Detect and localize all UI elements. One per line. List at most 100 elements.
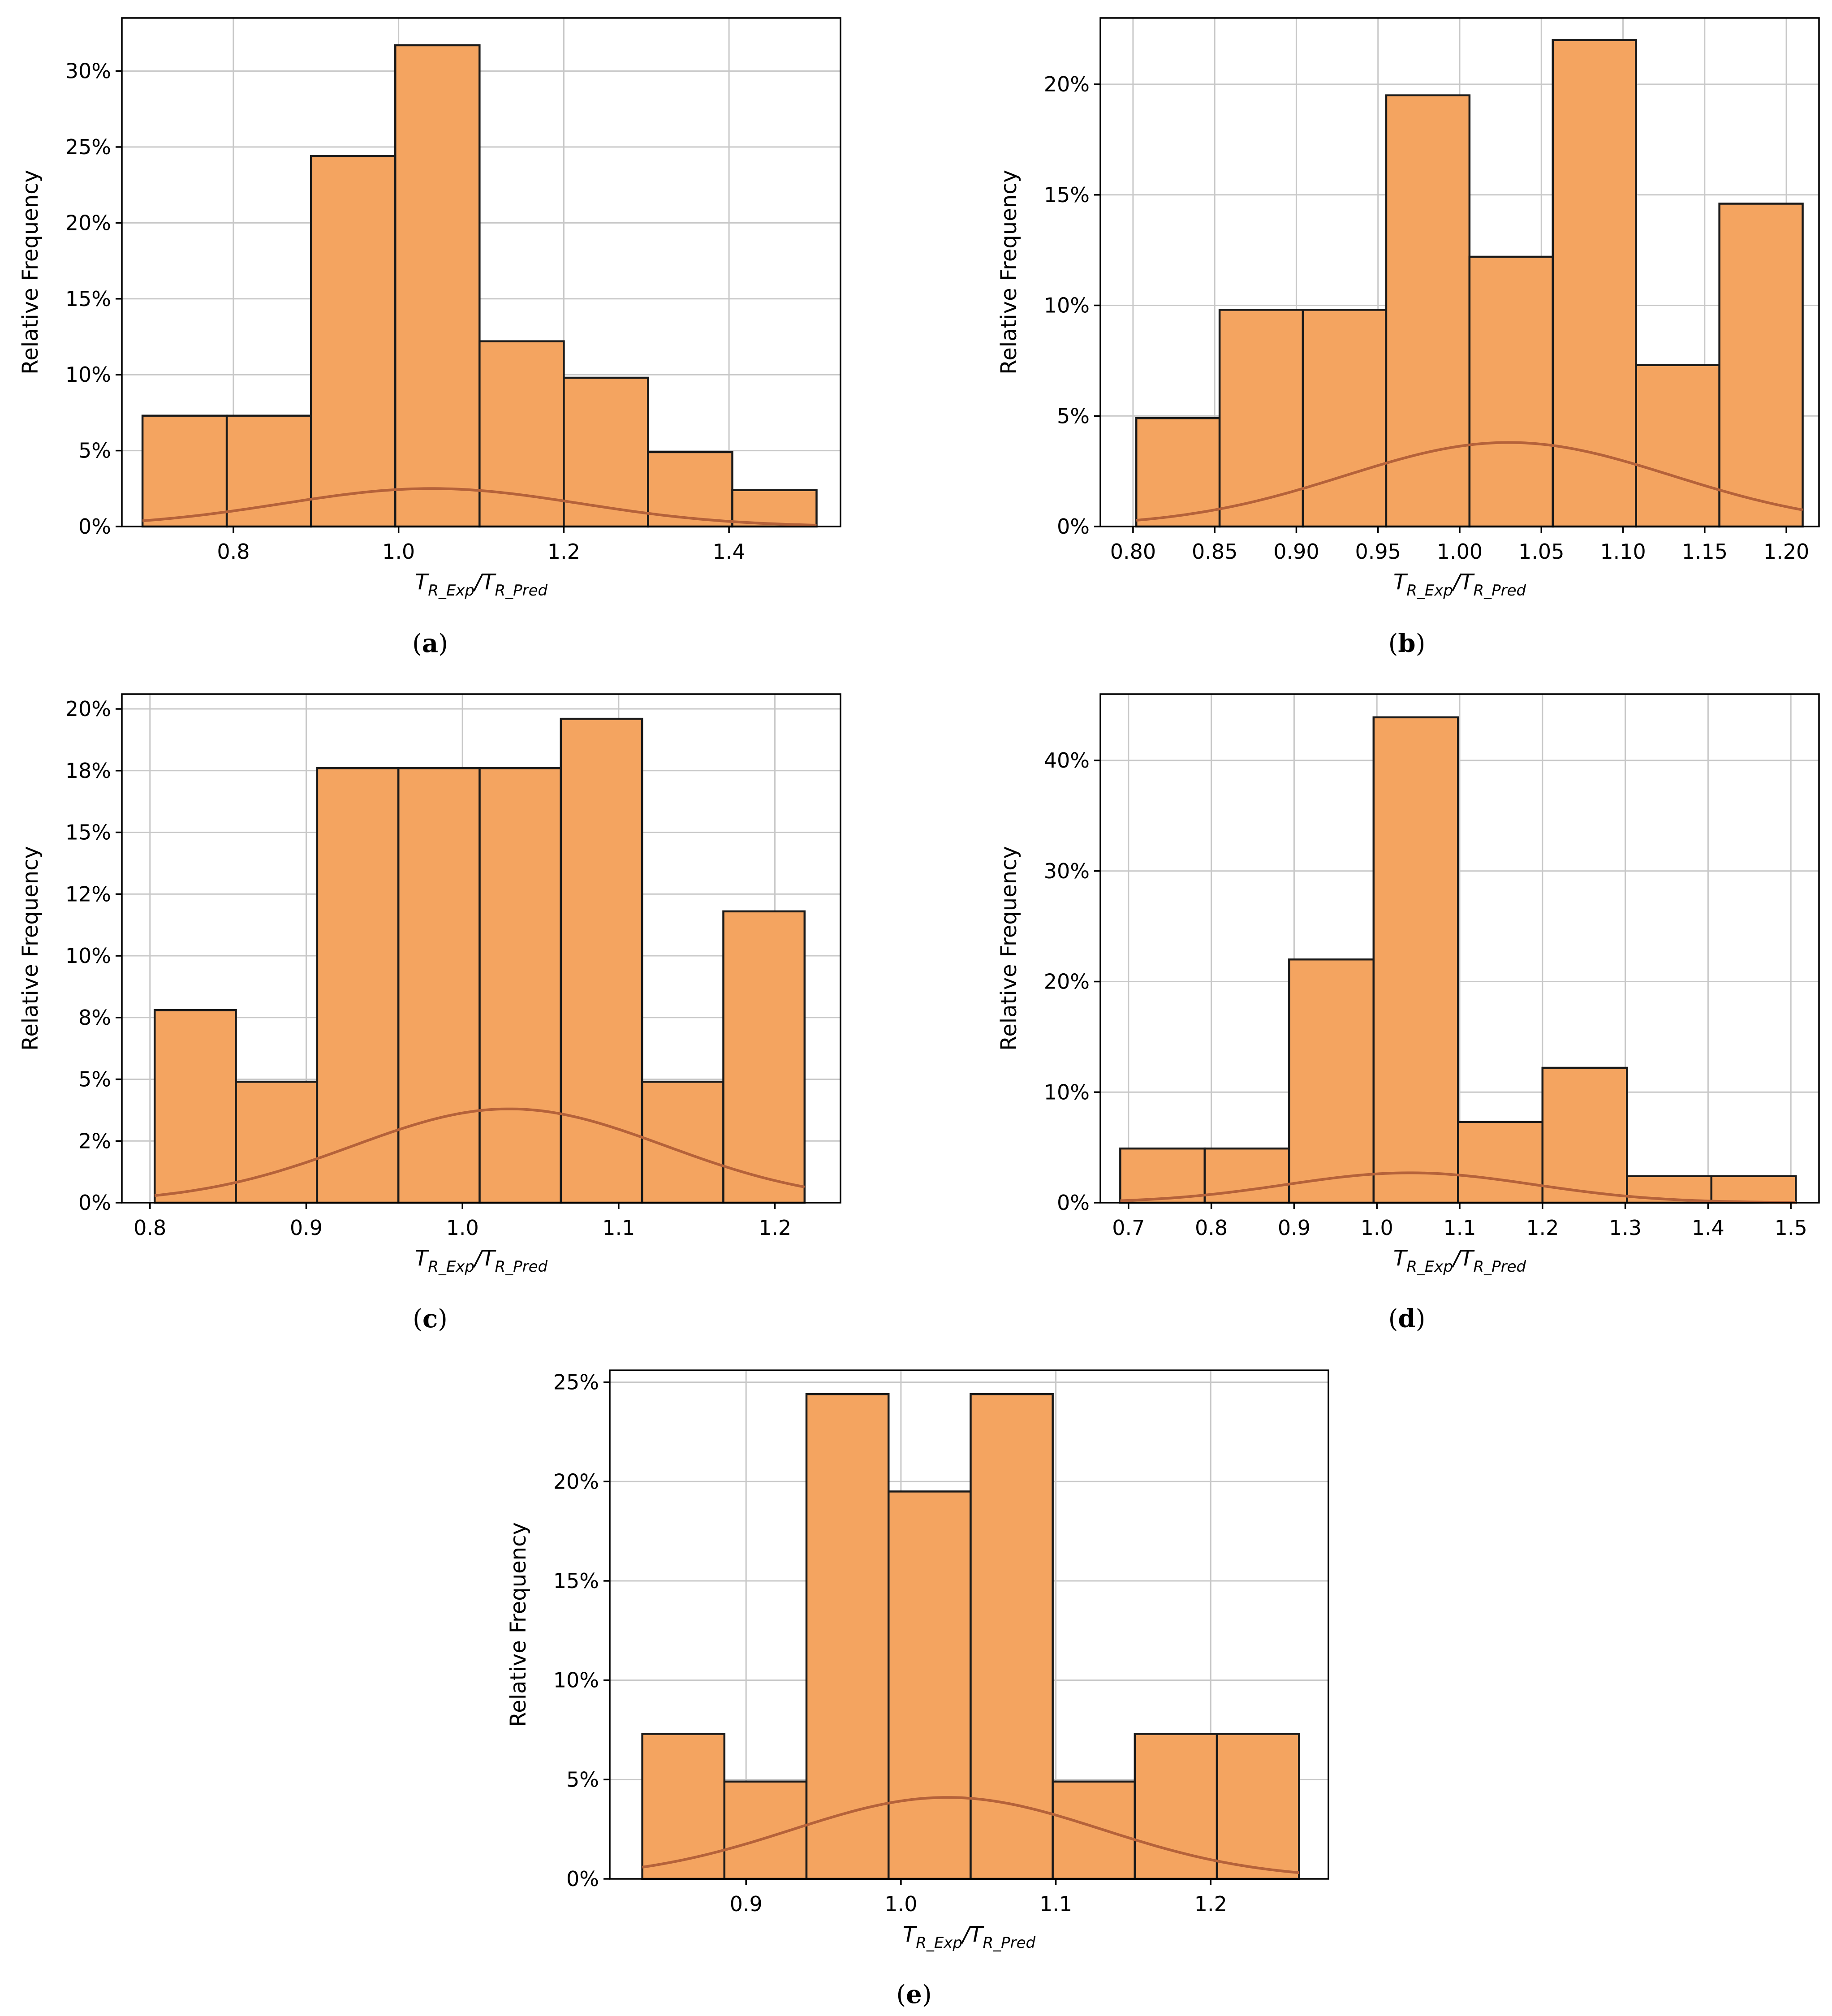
kde-curve xyxy=(1120,1171,1796,1204)
histogram-bar xyxy=(1718,203,1804,528)
x-tick-label: 1.2 xyxy=(1194,1892,1227,1916)
histogram-bar xyxy=(1302,309,1388,528)
chart-panel-d: 0.7 0.8 0.9 1.0 1.1 1.2 1.3 1.4 1.5 0% 10% 20% 30% 40… xyxy=(996,693,1820,1334)
histogram-bar xyxy=(316,767,400,1204)
histogram-bar xyxy=(1635,364,1720,528)
y-tick-label: 18% xyxy=(65,759,111,783)
y-tick-label: 5% xyxy=(1057,404,1090,428)
chart-panel-b: 0.80 0.85 0.90 0.95 1.00 1.05 1.10 1.15 1.20 0% 5%… xyxy=(996,17,1820,658)
x-label-subscript: R_Pred xyxy=(983,1934,1036,1952)
x-tick-label: 0.8 xyxy=(1195,1216,1228,1240)
chart-panel-a: 0.8 1.0 1.2 1.4 0% 5% 10% 15% 20% 25% 30% Relative … xyxy=(18,17,841,658)
caption-letter: e xyxy=(906,1980,922,2009)
y-tick-label: 20% xyxy=(553,1469,599,1494)
x-label-part: T xyxy=(415,570,430,595)
x-tick-label: 0.9 xyxy=(730,1892,763,1916)
y-axis-label: Relative Frequency xyxy=(996,170,1022,375)
x-label-subscript: R_Pred xyxy=(495,582,548,600)
x-tick-label: 1.20 xyxy=(1763,540,1809,564)
y-tick-label: 15% xyxy=(553,1569,599,1593)
x-label-subscript: R_Pred xyxy=(1474,1258,1526,1276)
y-tick-label: 0% xyxy=(1057,514,1090,539)
histogram-bar xyxy=(1468,255,1554,528)
x-tick-label: 1.2 xyxy=(759,1216,791,1240)
y-tick-label: 10% xyxy=(65,944,111,968)
x-tick-label: 0.90 xyxy=(1273,540,1319,564)
x-axis-label: TR_Exp/TR_Pred xyxy=(415,570,548,600)
x-label-subscript: R_Exp xyxy=(428,1258,474,1276)
x-tick-label: 1.5 xyxy=(1775,1216,1807,1240)
x-label-part: T xyxy=(415,1246,430,1271)
y-tick-label: 0% xyxy=(566,1867,599,1891)
x-tick-label: 1.00 xyxy=(1437,540,1483,564)
caption-letter: d xyxy=(1398,1304,1415,1334)
y-axis-label: Relative Frequency xyxy=(18,846,43,1051)
caption-paren: ( xyxy=(412,629,422,658)
histogram-bar xyxy=(1457,1121,1544,1204)
caption-paren: ) xyxy=(438,629,448,658)
x-label-part: T xyxy=(1393,570,1408,595)
panel-caption: (e) xyxy=(896,1980,931,2009)
x-label-part: T xyxy=(482,570,496,595)
y-tick-label: 20% xyxy=(65,697,111,721)
x-tick-label: 0.8 xyxy=(134,1216,166,1240)
histogram-bar xyxy=(1052,1780,1136,1880)
x-tick-label: 1.15 xyxy=(1682,540,1728,564)
y-tick-label: 10% xyxy=(1044,1080,1090,1104)
histogram-bar xyxy=(560,717,643,1204)
y-tick-label: 2% xyxy=(78,1129,111,1153)
y-tick-label: 12% xyxy=(65,882,111,906)
x-tick-label: 0.9 xyxy=(1278,1216,1310,1240)
x-label-subscript: R_Exp xyxy=(1406,1258,1453,1276)
x-label-subscript: R_Exp xyxy=(1406,582,1453,600)
y-tick-label: 10% xyxy=(65,363,111,387)
x-tick-label: 1.0 xyxy=(1361,1216,1393,1240)
histogram-bar xyxy=(1385,94,1471,528)
x-tick-label: 1.1 xyxy=(1039,1892,1072,1916)
x-tick-label: 1.0 xyxy=(382,540,415,564)
histogram-bar xyxy=(1552,39,1637,528)
x-tick-label: 0.8 xyxy=(217,540,250,564)
x-label-part: T xyxy=(970,1922,984,1947)
histogram-bar xyxy=(153,1009,237,1204)
x-axis-label: TR_Exp/TR_Pred xyxy=(1393,1246,1526,1276)
histogram-bar xyxy=(1288,958,1375,1204)
x-tick-label: 1.2 xyxy=(547,540,580,564)
histogram-bar xyxy=(235,1080,319,1204)
x-tick-label: 0.95 xyxy=(1355,540,1401,564)
y-tick-label: 5% xyxy=(78,439,111,463)
y-tick-label: 15% xyxy=(1044,183,1090,207)
x-axis-label: TR_Exp/TR_Pred xyxy=(415,1246,548,1276)
histogram-bar xyxy=(805,1393,890,1880)
caption-paren: ) xyxy=(922,1980,932,2009)
y-tick-label: 30% xyxy=(65,59,111,83)
x-label-part: T xyxy=(1393,1246,1408,1271)
y-tick-label: 0% xyxy=(1057,1191,1090,1215)
histogram-bar xyxy=(394,44,481,528)
histogram-bar xyxy=(722,910,806,1204)
x-axis-label: TR_Exp/TR_Pred xyxy=(903,1922,1036,1952)
x-label-part: T xyxy=(482,1246,496,1271)
x-tick-label: 1.0 xyxy=(446,1216,479,1240)
histogram-bar xyxy=(1119,1147,1206,1204)
y-tick-label: 8% xyxy=(78,1006,111,1030)
x-label-subscript: R_Exp xyxy=(428,582,474,600)
y-tick-label: 30% xyxy=(1044,859,1090,883)
panel-caption: (c) xyxy=(413,1304,448,1334)
y-axis-label: Relative Frequency xyxy=(18,170,43,375)
caption-letter: b xyxy=(1398,629,1415,658)
chart-panel-c: 0.8 0.9 1.0 1.1 1.2 0% 2% 5% 8% 10% 12% 15% 18% 20% Re… xyxy=(18,693,841,1334)
histogram-bar xyxy=(397,767,481,1204)
histogram-bar xyxy=(970,1393,1054,1880)
histogram-bar xyxy=(1218,309,1304,528)
caption-paren: ( xyxy=(413,1304,422,1334)
x-tick-label: 1.3 xyxy=(1609,1216,1642,1240)
x-tick-label: 0.85 xyxy=(1192,540,1237,564)
y-tick-label: 5% xyxy=(566,1767,599,1792)
axes-frame xyxy=(609,1369,1329,1880)
kde-curve xyxy=(642,1796,1299,1874)
histogram-bar xyxy=(731,489,818,528)
caption-letter: a xyxy=(422,629,438,658)
y-tick-label: 25% xyxy=(553,1370,599,1394)
